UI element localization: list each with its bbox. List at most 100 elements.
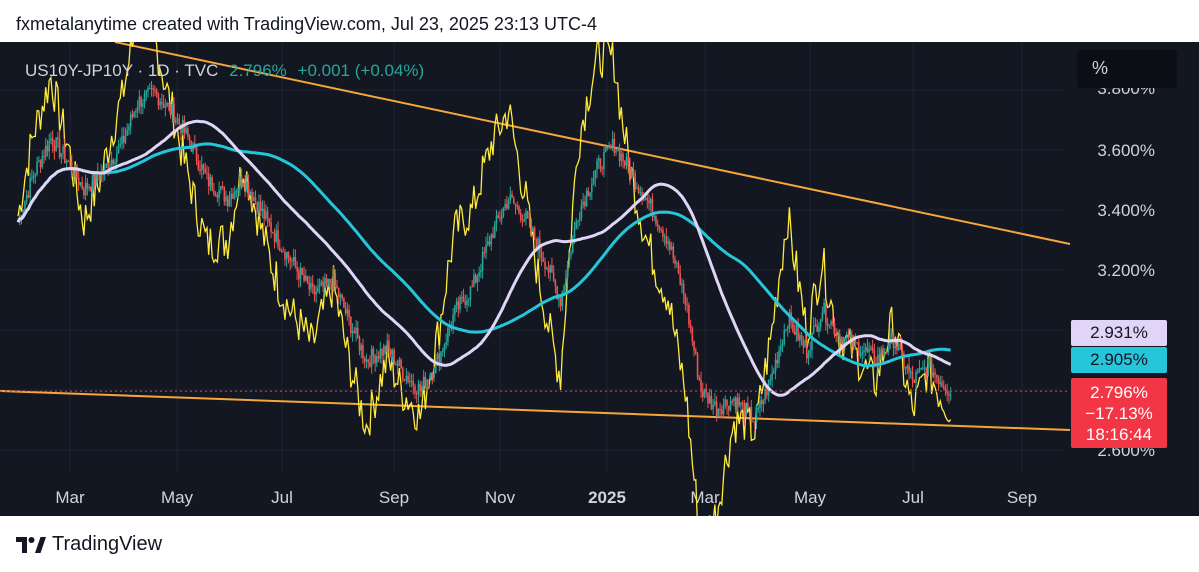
candle-body bbox=[826, 323, 829, 326]
candle-body bbox=[228, 199, 231, 207]
candle-body bbox=[407, 375, 409, 382]
candle-body bbox=[64, 146, 66, 163]
candle-body bbox=[88, 187, 90, 189]
candle-body bbox=[570, 252, 572, 256]
candle-body bbox=[942, 385, 945, 389]
candle-body bbox=[235, 191, 238, 193]
candle-body bbox=[140, 96, 142, 107]
candle-body bbox=[336, 285, 338, 288]
candle-body bbox=[828, 324, 831, 326]
candle-body bbox=[589, 192, 591, 197]
candle-body bbox=[214, 194, 217, 196]
candle-body bbox=[696, 353, 699, 378]
candle-body bbox=[466, 300, 468, 306]
candle-body bbox=[412, 380, 415, 386]
candle-body bbox=[473, 274, 475, 287]
candle-body bbox=[941, 382, 943, 386]
candle-body bbox=[698, 377, 701, 381]
candle-body bbox=[643, 199, 645, 201]
candle-body bbox=[50, 138, 52, 141]
candle-body bbox=[322, 281, 324, 288]
candle-body bbox=[474, 274, 477, 283]
candle-body bbox=[844, 337, 846, 347]
candle-body bbox=[358, 337, 361, 351]
candle-body bbox=[805, 341, 808, 359]
candle-body bbox=[516, 205, 519, 207]
candle-body bbox=[362, 345, 364, 359]
candle-body bbox=[748, 407, 751, 409]
candle-body bbox=[150, 88, 153, 90]
candle-body bbox=[778, 350, 780, 364]
candle-body bbox=[133, 112, 135, 117]
candle-body bbox=[277, 230, 279, 248]
candle-body bbox=[469, 286, 472, 300]
candle-body bbox=[743, 402, 746, 417]
symbol-legend[interactable]: US10Y-JP10Y · 1D · TVC 2.796% +0.001 (+0… bbox=[25, 61, 424, 81]
price-chart[interactable]: 3.600%3.400%3.200%2.600%3.800%Mar May Jul S… bbox=[0, 42, 1199, 516]
candle-body bbox=[70, 161, 73, 172]
candle-body bbox=[807, 352, 810, 359]
candle-body bbox=[100, 172, 103, 181]
candle-body bbox=[197, 160, 200, 170]
candle-body bbox=[304, 275, 307, 281]
candle-body bbox=[353, 331, 356, 334]
candle-body bbox=[885, 351, 888, 353]
candle-body bbox=[187, 128, 189, 137]
upper-trendline bbox=[114, 42, 1071, 245]
candle-body bbox=[864, 347, 867, 351]
price-scale-unit-button[interactable]: % bbox=[1077, 50, 1177, 88]
candle-body bbox=[944, 388, 947, 392]
candle-body bbox=[814, 324, 817, 326]
candle-body bbox=[350, 317, 352, 333]
candle-body bbox=[370, 348, 373, 367]
candle-body bbox=[930, 359, 933, 377]
candle-body bbox=[667, 241, 669, 244]
candle-body bbox=[556, 286, 558, 300]
candle-body bbox=[280, 250, 283, 252]
candle-body bbox=[833, 323, 836, 335]
candle-body bbox=[410, 380, 413, 382]
candle-body bbox=[842, 337, 844, 347]
candle-body bbox=[613, 138, 616, 153]
candle-body bbox=[618, 147, 621, 161]
candle-body bbox=[403, 379, 406, 381]
candle-body bbox=[273, 233, 276, 242]
tradingview-branding[interactable]: TradingView bbox=[16, 531, 162, 557]
candle-body bbox=[261, 208, 264, 211]
candle-body bbox=[421, 386, 423, 391]
candle-body bbox=[816, 324, 818, 332]
candle-body bbox=[599, 158, 602, 169]
candle-body bbox=[145, 91, 148, 94]
candle-body bbox=[233, 191, 236, 199]
candle-body bbox=[259, 202, 262, 211]
candle-body bbox=[662, 229, 664, 237]
candle-body bbox=[471, 286, 473, 288]
candle-body bbox=[131, 114, 134, 117]
candle-body bbox=[873, 350, 876, 364]
candle-body bbox=[339, 294, 342, 297]
candle-body bbox=[119, 143, 122, 146]
candle-body bbox=[582, 201, 584, 206]
candle-body bbox=[894, 346, 896, 348]
candle-body bbox=[672, 246, 675, 259]
candle-body bbox=[462, 296, 465, 302]
candle-body bbox=[476, 276, 479, 283]
candle-body bbox=[230, 193, 233, 200]
candle-body bbox=[871, 347, 874, 351]
candle-body bbox=[714, 401, 716, 405]
candle-body bbox=[83, 189, 85, 196]
candle-body bbox=[587, 190, 590, 197]
candle-body bbox=[547, 268, 550, 273]
candle-body bbox=[448, 327, 451, 329]
candle-body bbox=[670, 246, 673, 250]
candle-body bbox=[44, 145, 47, 158]
candle-body bbox=[58, 139, 61, 157]
candle-body bbox=[792, 321, 794, 332]
symbol-label: US10Y-JP10Y · 1D · TVC bbox=[25, 61, 219, 80]
chart-area[interactable]: 3.600% 3.400% 3.200% 2.600% 3.800% Mar May Jul S… bbox=[0, 42, 1199, 516]
candle-body bbox=[663, 236, 666, 238]
candle-body bbox=[169, 104, 172, 115]
candle-body bbox=[903, 353, 905, 368]
candle-body bbox=[750, 407, 753, 422]
candle-body bbox=[797, 324, 799, 341]
